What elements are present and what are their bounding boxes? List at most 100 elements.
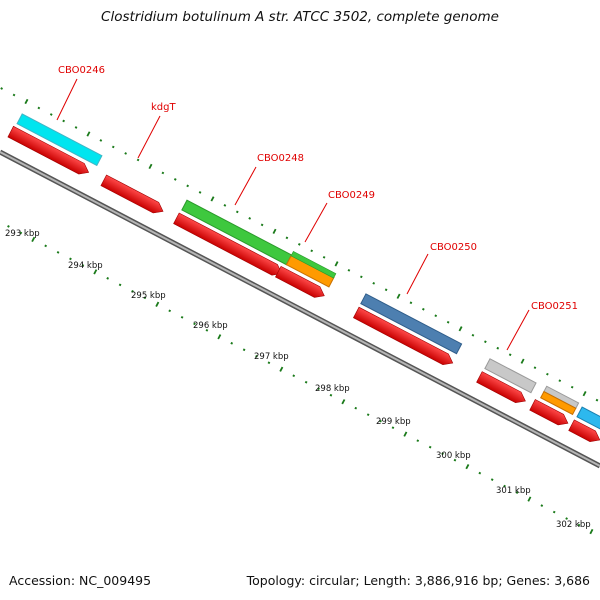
kbp-label: 302 kbp [556,520,591,530]
scale-tick [552,510,556,514]
feature-cbo0250[interactable] [360,293,463,355]
scale-tick [7,225,10,228]
gene-label-kdgt[interactable]: kdgT [151,102,176,113]
outer-tick [334,261,339,267]
outer-tick [484,340,487,344]
scale-tick [69,257,72,261]
cds-arrow[interactable] [476,371,529,407]
scale-tick [168,309,172,313]
gene-label-cbo0250[interactable]: CBO0250 [430,242,477,253]
outer-tick [285,236,289,240]
scale-tick [329,393,333,397]
outer-tick [496,346,500,350]
scale-tick [267,361,271,365]
outer-tick [595,398,599,402]
scale-tick [565,517,568,520]
scale-tick [341,399,346,405]
outer-tick [359,275,363,279]
cds-arrow[interactable] [353,306,455,368]
cds-arrow[interactable] [100,174,166,217]
kbp-label: 298 kbp [315,384,350,394]
scale-tick [577,523,581,527]
outer-tick [161,171,165,175]
kbp-label: 299 kbp [376,417,411,427]
outer-tick [409,301,413,305]
gene-labels: CBO0246 kdgT CBO0248 CBO0249 CBO0250 CBO… [58,65,578,312]
scale-tick [81,264,85,267]
outer-tick [570,385,574,389]
scale-tick [527,496,532,502]
feature-cbo0246[interactable] [16,113,103,167]
outer-tick [434,314,438,318]
label-leaders [56,78,530,351]
map-title: Clostridium botulinum A str. ATCC 3502, … [101,9,499,25]
scale-tick [279,366,284,372]
scale-tick [379,419,382,423]
scale-tick [44,244,48,248]
feature-cbo0251[interactable] [484,358,537,394]
kbp-label: 293 kbp [5,229,40,239]
outer-tick [546,372,549,376]
scale-tick [478,471,482,475]
outer-tick [520,358,525,364]
outer-tick [24,98,29,105]
outer-tick [49,113,53,116]
kbp-label: 296 kbp [193,321,228,331]
feature-small-blue[interactable] [576,406,600,431]
scale-tick [143,296,147,300]
outer-tick [37,106,41,110]
kbp-label: 294 kbp [68,261,103,271]
outer-tick [347,268,351,272]
accession-label: Accession: NC_009495 [9,573,152,588]
outer-tick [310,249,314,253]
scale-tick [93,269,98,275]
kbp-label: 300 kbp [436,451,471,461]
outer-tick-track [0,87,599,402]
cds-arrow[interactable] [7,125,92,177]
scale-tick [428,445,432,449]
outer-tick [223,204,227,207]
scale-tick [230,341,234,345]
scale-tick [292,374,296,378]
outer-tick [136,158,140,162]
outer-tick [582,391,587,397]
outer-tick [74,126,78,129]
outer-tick [297,242,301,246]
feature-small-orange[interactable] [540,390,577,416]
outer-tick [124,152,128,155]
outer-tick [384,288,388,292]
outer-tick [396,293,401,299]
scale-track [7,225,594,535]
gene-label-cbo0248[interactable]: CBO0248 [257,153,304,164]
outer-tick [186,184,190,188]
scale-tick [217,334,222,340]
outer-tick [12,93,16,97]
feature-track [16,113,600,431]
outer-tick [533,366,537,370]
scale-tick [453,458,457,462]
outer-tick [421,307,425,311]
cds-track [7,125,600,445]
outer-tick [0,87,3,90]
outer-tick [210,196,215,202]
outer-tick [260,223,264,227]
scale-tick [540,504,544,507]
gene-label-cbo0246[interactable]: CBO0246 [58,65,105,76]
scale-tick [317,387,320,391]
scale-tick [255,354,258,358]
cds-arrow[interactable] [568,419,600,445]
scale-tick [403,431,408,437]
outer-tick [558,379,562,383]
cds-arrow[interactable] [275,265,327,301]
kbp-label: 295 kbp [131,291,166,301]
gene-label-cbo0251[interactable]: CBO0251 [531,301,578,312]
genome-summary: Topology: circular; Length: 3,886,916 bp… [246,573,590,588]
scale-tick [118,283,122,287]
outer-tick [111,145,115,149]
scale-tick [589,528,594,535]
gene-label-cbo0249[interactable]: CBO0249 [328,190,375,201]
scale-tick [193,322,196,326]
cds-arrow[interactable] [529,399,571,428]
outer-tick [99,139,103,142]
